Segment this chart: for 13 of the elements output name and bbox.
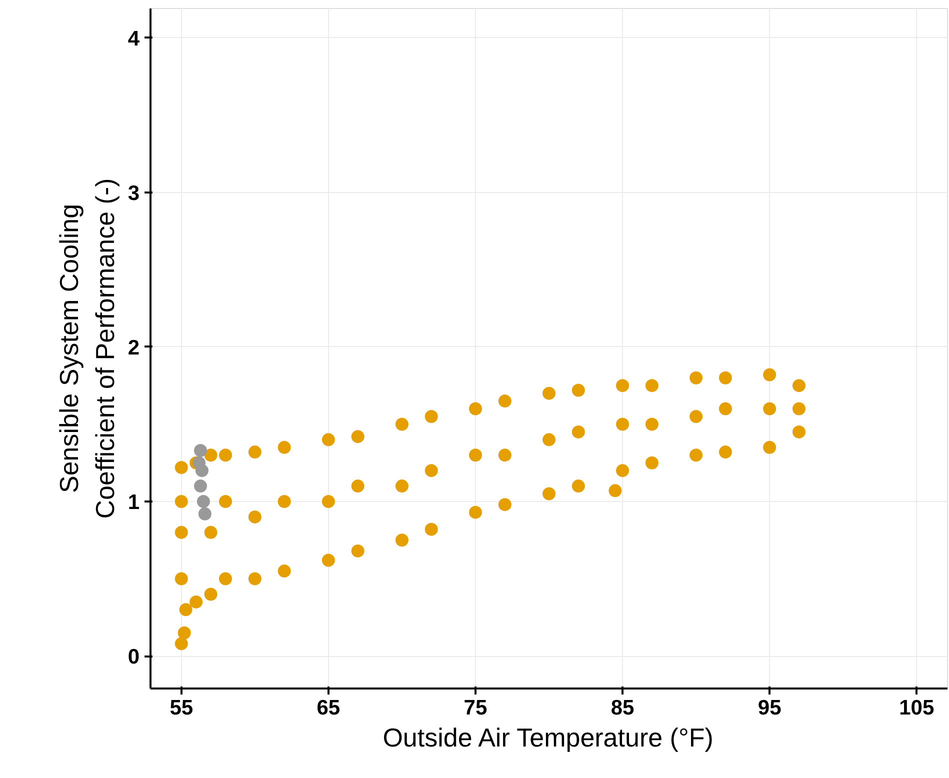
y-tick-label: 2 bbox=[128, 336, 140, 360]
y-axis-title: Sensible System Cooling Coefficient of Performance (-) bbox=[54, 178, 120, 519]
y-tick-label: 0 bbox=[128, 646, 140, 669]
x-tick-label: 95 bbox=[758, 696, 782, 720]
x-tick-label: 75 bbox=[464, 696, 488, 720]
x-tick-label: 105 bbox=[899, 696, 934, 720]
y-tick-label: 3 bbox=[128, 182, 140, 205]
x-axis-title: Outside Air Temperature (°F) bbox=[382, 722, 714, 752]
y-tick-label: 1 bbox=[128, 491, 140, 514]
x-tick-label: 55 bbox=[170, 696, 194, 720]
x-tick-label: 85 bbox=[610, 696, 635, 720]
x-tick-label: 65 bbox=[316, 696, 340, 720]
y-tick-label: 4 bbox=[128, 27, 140, 50]
